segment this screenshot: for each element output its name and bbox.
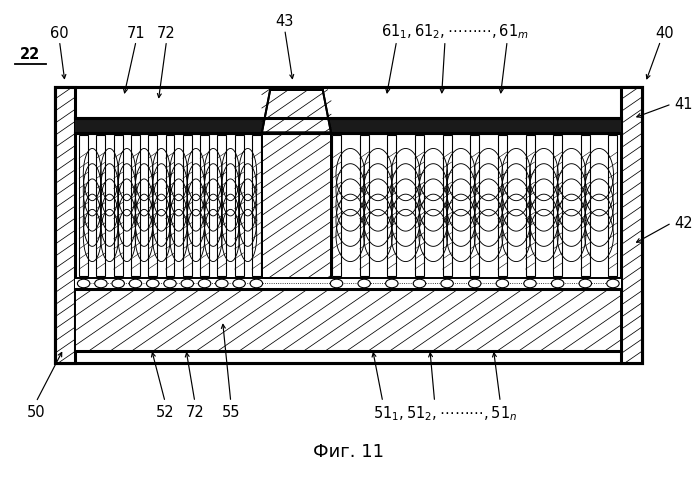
Circle shape xyxy=(386,280,398,288)
Circle shape xyxy=(607,280,620,288)
Text: $51_1,51_2,\cdots\cdots\cdots,51_n$: $51_1,51_2,\cdots\cdots\cdots,51_n$ xyxy=(373,404,517,422)
Bar xyxy=(76,290,621,351)
Bar xyxy=(165,136,174,276)
Circle shape xyxy=(130,280,141,288)
Circle shape xyxy=(468,280,481,288)
Bar xyxy=(217,136,226,276)
Bar xyxy=(79,136,88,276)
Circle shape xyxy=(552,280,564,288)
Circle shape xyxy=(198,280,211,288)
Text: 50: 50 xyxy=(27,404,46,419)
Text: 72: 72 xyxy=(158,26,176,41)
Bar xyxy=(387,136,396,276)
Bar xyxy=(581,136,590,276)
Circle shape xyxy=(579,280,592,288)
Circle shape xyxy=(441,280,454,288)
Text: 52: 52 xyxy=(156,404,174,419)
Bar xyxy=(470,136,480,276)
Text: 43: 43 xyxy=(276,14,294,29)
Bar xyxy=(415,136,424,276)
Text: 40: 40 xyxy=(655,26,674,41)
Circle shape xyxy=(358,280,370,288)
Bar xyxy=(360,136,369,276)
Circle shape xyxy=(181,280,193,288)
Circle shape xyxy=(330,280,343,288)
Circle shape xyxy=(524,280,536,288)
Circle shape xyxy=(233,280,245,288)
Bar xyxy=(262,133,331,278)
Bar xyxy=(55,88,642,363)
Text: 71: 71 xyxy=(127,26,146,41)
Circle shape xyxy=(146,280,159,288)
Bar xyxy=(621,88,642,363)
Circle shape xyxy=(94,280,107,288)
Bar xyxy=(55,88,642,363)
Bar xyxy=(131,136,140,276)
Text: 41: 41 xyxy=(674,97,693,112)
Circle shape xyxy=(112,280,125,288)
Circle shape xyxy=(78,280,90,288)
Bar xyxy=(183,136,192,276)
Bar xyxy=(498,136,507,276)
Text: $61_1,61_2,\cdots\cdots\cdots,61_m$: $61_1,61_2,\cdots\cdots\cdots,61_m$ xyxy=(382,22,529,41)
Circle shape xyxy=(496,280,509,288)
Text: Фиг. 11: Фиг. 11 xyxy=(313,442,384,460)
Bar xyxy=(76,119,621,133)
Bar xyxy=(332,136,341,276)
Bar xyxy=(608,136,617,276)
Bar xyxy=(200,136,209,276)
Circle shape xyxy=(413,280,426,288)
Bar xyxy=(76,278,621,290)
Bar xyxy=(113,136,122,276)
Bar xyxy=(526,136,535,276)
Text: 22: 22 xyxy=(20,47,41,62)
Text: 60: 60 xyxy=(50,26,69,41)
Bar xyxy=(148,136,158,276)
Bar xyxy=(442,136,452,276)
Text: 55: 55 xyxy=(222,404,240,419)
Bar xyxy=(234,136,244,276)
Bar xyxy=(553,136,562,276)
Bar xyxy=(252,136,261,276)
Circle shape xyxy=(216,280,228,288)
Circle shape xyxy=(250,280,262,288)
Circle shape xyxy=(164,280,176,288)
Bar xyxy=(97,136,106,276)
Text: 42: 42 xyxy=(674,216,693,231)
Polygon shape xyxy=(262,91,331,133)
Text: 72: 72 xyxy=(186,404,204,419)
Bar xyxy=(55,88,76,363)
